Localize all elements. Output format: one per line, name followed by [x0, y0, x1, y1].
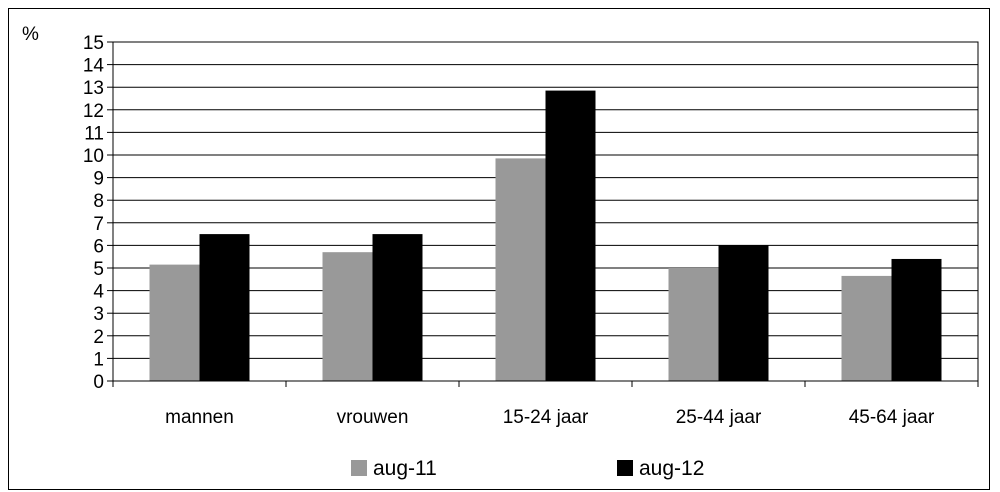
y-tick-label: 3	[93, 304, 104, 325]
y-tick-label: 10	[83, 146, 104, 167]
bar-aug-12-45-64-jaar	[891, 258, 942, 381]
category-label: 15-24 jaar	[503, 407, 589, 428]
y-tick-label: 6	[93, 236, 104, 257]
axes	[107, 41, 979, 387]
legend-swatch-aug-12	[617, 460, 633, 476]
bar-aug-12-25-44-jaar	[718, 245, 769, 381]
category-label: 45-64 jaar	[849, 407, 935, 428]
legend-label-aug-12: aug-12	[639, 457, 704, 480]
bar-aug-11-45-64-jaar	[841, 275, 892, 381]
category-label: 25-44 jaar	[676, 407, 762, 428]
legend-label-aug-11: aug-11	[373, 457, 437, 480]
y-tick-label: 2	[93, 327, 104, 348]
category-label: vrouwen	[337, 407, 409, 428]
bar-aug-11-vrouwen	[322, 252, 373, 381]
bar-aug-12-15-24-jaar	[545, 90, 596, 381]
bars	[149, 90, 942, 381]
y-tick-label: 1	[93, 349, 104, 370]
y-tick-label: 7	[93, 214, 104, 235]
y-tick-label: 0	[93, 372, 104, 393]
y-tick-label: 4	[93, 282, 104, 303]
bar-aug-12-vrouwen	[372, 234, 423, 381]
category-labels: mannen vrouwen 15-24 jaar 25-44 jaar 45-64 j…	[165, 407, 935, 428]
category-label: mannen	[165, 407, 234, 428]
y-axis-label: %	[22, 24, 39, 45]
bar-aug-11-15-24-jaar	[495, 158, 546, 381]
y-tick-label: 8	[93, 191, 104, 212]
bar-aug-11-mannen	[149, 264, 200, 381]
y-tick-label: 15	[83, 33, 104, 54]
y-tick-label: 9	[93, 169, 104, 190]
bar-aug-11-25-44-jaar	[668, 268, 719, 381]
y-tick-label: 11	[84, 123, 104, 144]
y-tick-label: 12	[83, 101, 104, 122]
legend: aug-11 aug-12	[351, 457, 704, 480]
bar-aug-12-mannen	[199, 234, 250, 381]
y-tick-label: 13	[83, 78, 104, 99]
legend-swatch-aug-11	[351, 460, 367, 476]
y-tick-label: 5	[93, 259, 104, 280]
y-tick-label: 14	[83, 56, 105, 77]
